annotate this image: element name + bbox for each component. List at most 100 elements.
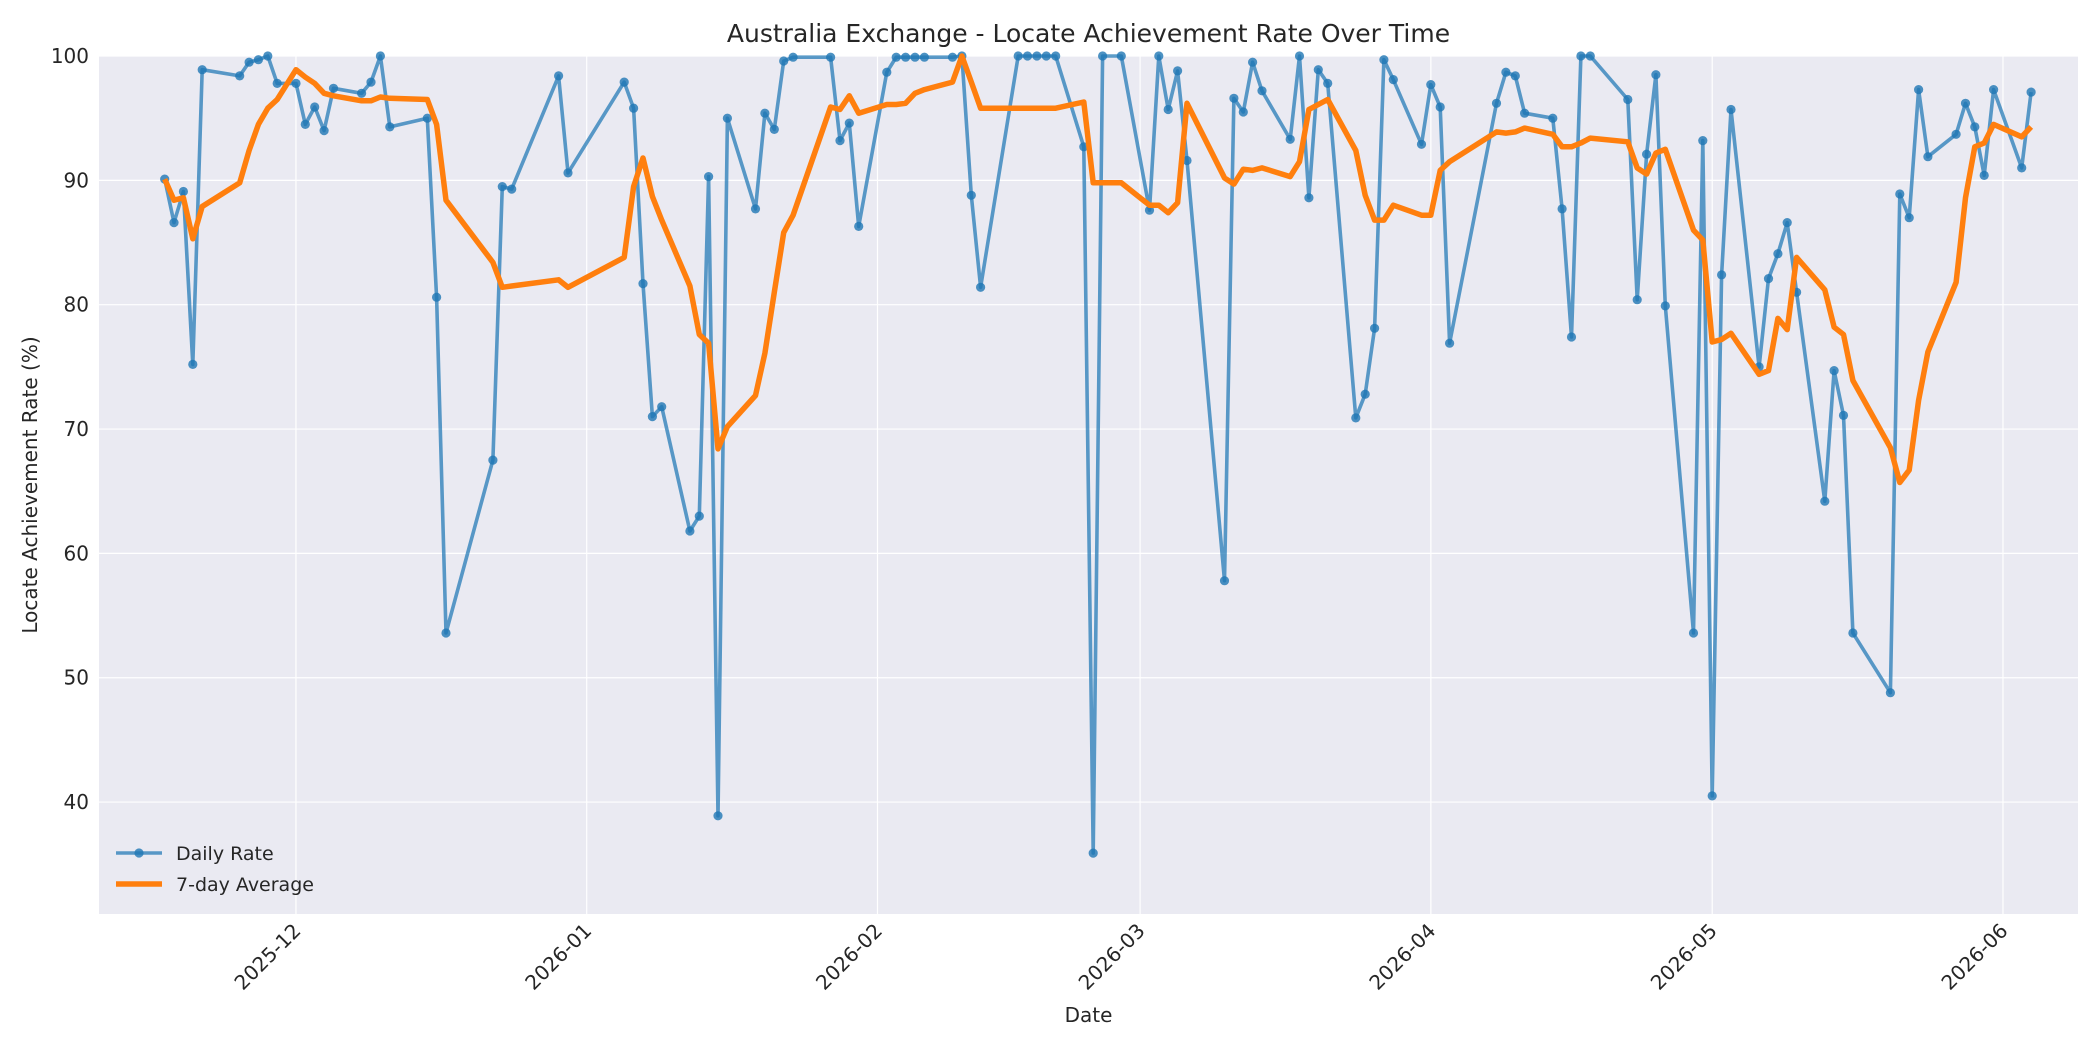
daily-rate-point — [1426, 80, 1436, 90]
daily-rate-point — [2017, 163, 2027, 173]
daily-rate-point — [291, 78, 301, 88]
daily-rate-point — [1304, 193, 1314, 203]
daily-rate-point — [1773, 249, 1783, 259]
daily-rate-point — [1548, 113, 1558, 123]
x-axis-label: Date — [1065, 1003, 1113, 1027]
daily-rate-point — [1914, 85, 1924, 95]
chart-title: Australia Exchange - Locate Achievement … — [727, 19, 1450, 48]
daily-rate-point — [263, 51, 273, 61]
daily-rate-point — [310, 102, 320, 112]
daily-rate-point — [366, 77, 376, 87]
daily-rate-point — [1688, 628, 1699, 638]
daily-rate-point — [1660, 301, 1670, 311]
y-tick-label: 50 — [64, 666, 89, 690]
daily-rate-point — [779, 56, 789, 66]
daily-rate-point — [947, 52, 958, 62]
daily-rate-point — [629, 103, 639, 113]
daily-rate-point — [432, 292, 442, 302]
daily-rate-point — [197, 65, 207, 75]
daily-rate-point — [769, 124, 779, 134]
daily-rate-point — [1632, 295, 1642, 305]
daily-rate-point — [1895, 189, 1905, 199]
daily-rate-point — [1257, 86, 1267, 96]
y-tick-label: 100 — [51, 44, 89, 68]
legend-label-daily: Daily Rate — [176, 843, 274, 865]
daily-rate-point — [1032, 51, 1042, 61]
daily-rate-point — [1219, 576, 1230, 586]
daily-rate-point — [1970, 122, 1980, 132]
daily-rate-point — [497, 182, 507, 192]
y-tick-label: 90 — [64, 168, 89, 192]
daily-rate-point — [1313, 65, 1323, 75]
daily-rate-point — [1557, 204, 1567, 214]
daily-rate-point — [647, 412, 658, 422]
daily-rate-point — [638, 279, 648, 289]
daily-rate-point — [788, 52, 798, 62]
daily-rate-point — [300, 119, 310, 129]
daily-rate-point — [563, 168, 573, 178]
daily-rate-point — [375, 51, 385, 61]
daily-rate-point — [253, 55, 263, 65]
daily-rate-point — [1726, 104, 1736, 115]
daily-rate-point — [1416, 139, 1427, 149]
daily-rate-point — [1829, 366, 1839, 376]
daily-rate-point — [1098, 51, 1108, 61]
daily-rate-point — [319, 126, 329, 136]
daily-rate-point — [1229, 93, 1239, 103]
daily-rate-point — [619, 77, 629, 87]
daily-rate-point — [488, 455, 498, 465]
daily-rate-point — [1351, 413, 1361, 423]
daily-rate-point — [1323, 78, 1333, 88]
daily-rate-point — [1960, 98, 1971, 108]
daily-rate-point — [1041, 51, 1051, 61]
daily-rate-point — [1294, 51, 1305, 61]
daily-rate-point — [1163, 104, 1173, 115]
daily-rate-point — [1182, 155, 1192, 166]
daily-rate-point — [357, 88, 367, 98]
daily-rate-point — [1154, 51, 1164, 61]
daily-rate-point — [272, 78, 282, 88]
daily-rate-point — [1782, 218, 1792, 228]
daily-rate-point — [1022, 51, 1033, 61]
daily-rate-point — [1763, 274, 1774, 284]
daily-rate-point — [169, 218, 179, 228]
daily-rate-point — [919, 52, 930, 62]
daily-rate-point — [178, 186, 188, 197]
daily-rate-point — [507, 184, 517, 194]
y-axis-label: Locate Achievement Rate (%) — [18, 336, 42, 633]
daily-rate-point — [1885, 688, 1895, 698]
daily-rate-point — [1923, 152, 1933, 162]
y-tick-label: 80 — [64, 293, 89, 317]
daily-rate-point — [1116, 51, 1126, 61]
daily-rate-point — [1838, 410, 1849, 420]
daily-rate-point — [1707, 791, 1717, 801]
daily-rate-point — [1435, 102, 1445, 112]
daily-rate-point — [1285, 134, 1295, 144]
daily-rate-point — [1051, 51, 1061, 61]
legend-label-average: 7-day Average — [176, 874, 314, 896]
daily-rate-point — [1370, 323, 1380, 333]
daily-rate-point — [966, 190, 976, 200]
daily-rate-point — [1576, 51, 1586, 61]
daily-rate-point — [901, 52, 911, 62]
daily-rate-point — [244, 57, 254, 67]
series-line-daily-rate — [162, 54, 2033, 855]
daily-rate-point — [1173, 66, 1183, 76]
daily-rate-point — [891, 52, 901, 62]
daily-rate-point — [1501, 67, 1511, 77]
daily-rate-point — [1651, 70, 1661, 80]
daily-rate-point — [1013, 51, 1023, 61]
legend: Daily Rate 7-day Average — [116, 843, 314, 896]
series-layer — [160, 51, 2036, 858]
daily-rate-point — [910, 52, 920, 62]
daily-rate-point — [1698, 136, 1708, 146]
daily-rate-point — [1238, 107, 1248, 117]
daily-rate-point — [1585, 51, 1595, 61]
daily-rate-point — [1360, 389, 1370, 399]
daily-rate-point — [1491, 98, 1502, 108]
daily-rate-point — [1904, 213, 1914, 223]
daily-rate-point — [882, 67, 892, 77]
daily-rate-point — [750, 204, 761, 214]
daily-rate-point — [1379, 55, 1389, 65]
y-tick-label: 70 — [64, 417, 89, 441]
